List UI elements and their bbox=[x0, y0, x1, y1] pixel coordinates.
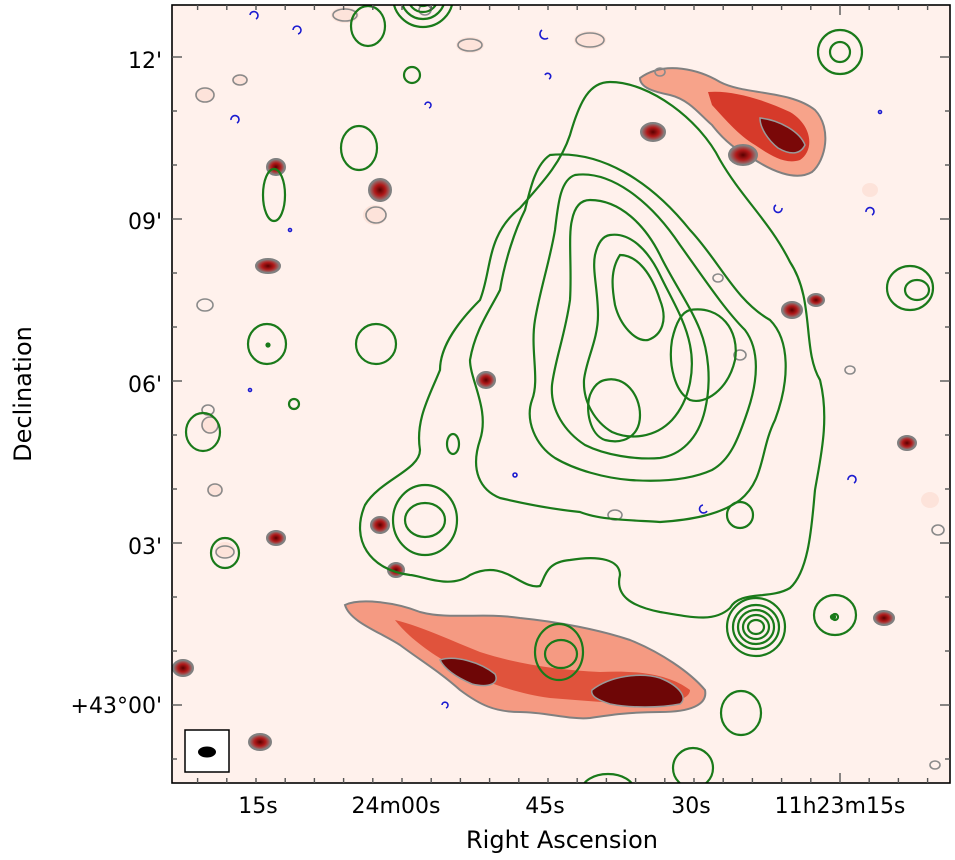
plot-frame bbox=[171, 4, 951, 784]
y-tick-label: 12' bbox=[128, 49, 162, 74]
x-tick-label: 24m00s bbox=[352, 794, 441, 819]
relic-south bbox=[343, 600, 707, 720]
radio-noise-contours bbox=[195, 5, 945, 770]
negative-contours bbox=[230, 10, 883, 709]
beam-inset bbox=[184, 729, 230, 773]
relic-northeast bbox=[638, 67, 827, 177]
y-tick-label: 06' bbox=[128, 373, 162, 398]
image-layer bbox=[172, 5, 945, 783]
y-tick-label: 03' bbox=[128, 535, 162, 560]
xray-contours bbox=[184, 5, 935, 783]
x-axis-title: Right Ascension bbox=[466, 826, 658, 854]
x-tick-label: 45s bbox=[525, 794, 564, 819]
x-tick-label: 11h23m15s bbox=[775, 794, 906, 819]
point-sources bbox=[172, 122, 917, 751]
y-tick-labels: +43°00' 03' 06' 09' 12' bbox=[71, 49, 162, 719]
x-tick-labels: 15s 24m00s 45s 30s 11h23m15s bbox=[238, 794, 905, 819]
y-axis-title: Declination bbox=[9, 326, 37, 462]
x-tick-label: 30s bbox=[671, 794, 710, 819]
y-tick-label: +43°00' bbox=[71, 694, 162, 719]
x-tick-label: 15s bbox=[238, 794, 277, 819]
y-tick-label: 09' bbox=[128, 210, 162, 235]
axis-ticks bbox=[172, 5, 950, 783]
beam-ellipse bbox=[198, 746, 216, 758]
